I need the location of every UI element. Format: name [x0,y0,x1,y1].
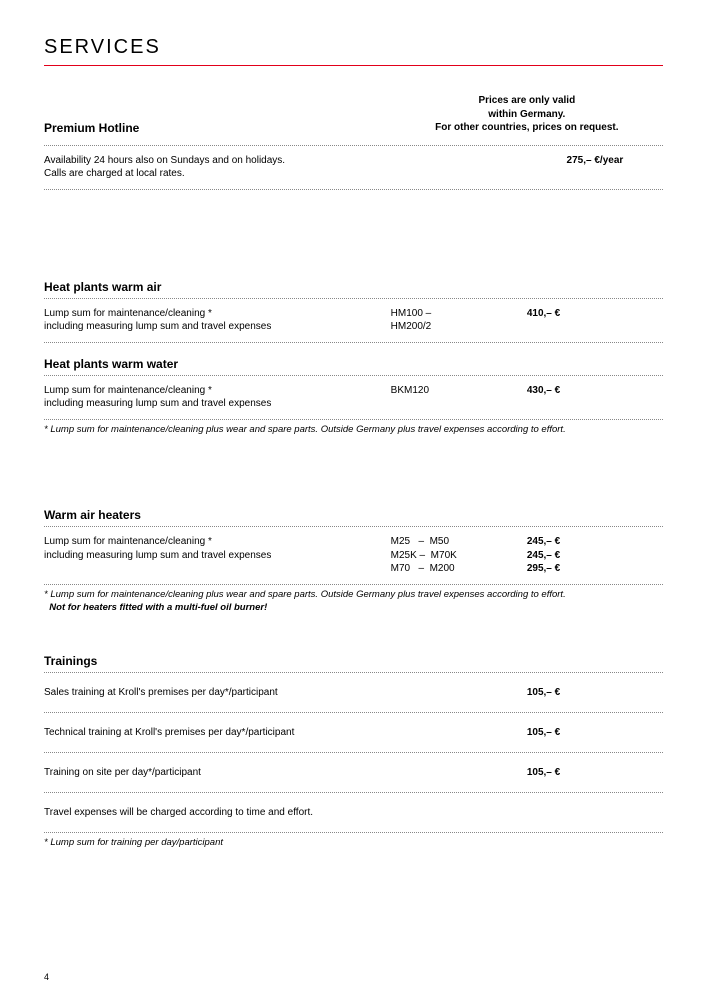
training-price: 105,– € [527,767,663,778]
page-number: 4 [44,972,49,982]
premium-price: 275,– €/year [527,154,663,168]
divider [44,672,663,673]
heat-water-desc: Lump sum for maintenance/cleaning * incl… [44,384,391,411]
heat-air-desc: Lump sum for maintenance/cleaning * incl… [44,307,391,334]
desc-line: Lump sum for maintenance/cleaning * [44,307,391,321]
training-desc: Technical training at Kroll's premises p… [44,727,527,738]
model-line: HM200/2 [391,321,432,332]
training-row: Training on site per day*/participant 10… [44,757,663,788]
divider [44,298,663,299]
desc-line: including measuring lump sum and travel … [44,397,391,411]
note-line: within Germany. [391,108,663,122]
premium-heading: Premium Hotline [44,121,391,135]
title-rule [44,65,663,66]
training-row: Travel expenses will be charged accordin… [44,797,663,828]
desc-line: Availability 24 hours also on Sundays an… [44,154,391,168]
warm-air-row: Lump sum for maintenance/cleaning * incl… [44,531,663,580]
heat-air-model: HM100 – HM200/2 [391,307,527,334]
desc-line: Lump sum for maintenance/cleaning * [44,535,391,549]
warm-air-footnote: * Lump sum for maintenance/cleaning plus… [44,589,663,615]
training-price: 105,– € [527,687,663,698]
training-desc: Travel expenses will be charged accordin… [44,807,527,818]
footnote-bold-line: Not for heaters fitted with a multi-fuel… [49,602,267,613]
desc-line: Lump sum for maintenance/cleaning * [44,384,391,398]
divider [44,145,663,146]
trainings-heading: Trainings [44,654,663,668]
note-line: Prices are only valid [391,94,663,108]
training-price [527,807,663,818]
price-validity-note: Prices are only valid within Germany. Fo… [391,94,663,135]
training-desc: Sales training at Kroll's premises per d… [44,687,527,698]
training-price: 105,– € [527,727,663,738]
divider [44,526,663,527]
heat-air-heading: Heat plants warm air [44,280,663,294]
heat-water-row: Lump sum for maintenance/cleaning * incl… [44,380,663,415]
warm-air-heading: Warm air heaters [44,508,663,522]
heat-footnote: * Lump sum for maintenance/cleaning plus… [44,424,663,437]
model-line: HM100 – [391,308,432,319]
desc-line: including measuring lump sum and travel … [44,320,391,334]
page-title: SERVICES [44,36,663,59]
divider [44,419,663,420]
warm-air-desc: Lump sum for maintenance/cleaning * incl… [44,535,391,562]
training-desc: Training on site per day*/participant [44,767,527,778]
heat-air-row: Lump sum for maintenance/cleaning * incl… [44,303,663,338]
heat-water-model: BKM120 [391,384,527,398]
desc-line: including measuring lump sum and travel … [44,549,391,563]
premium-row: Availability 24 hours also on Sundays an… [44,150,663,185]
training-row: Sales training at Kroll's premises per d… [44,677,663,708]
divider [44,752,663,753]
price-line: 245,– € [527,535,663,549]
model-line: M25K – M70K [391,550,457,561]
desc-line: Calls are charged at local rates. [44,167,391,181]
heat-air-price: 410,– € [527,307,663,321]
divider [44,189,663,190]
premium-header-row: Premium Hotline Prices are only valid wi… [44,94,663,141]
training-row: Technical training at Kroll's premises p… [44,717,663,748]
page: SERVICES Premium Hotline Prices are only… [0,0,707,1000]
divider [44,832,663,833]
divider [44,792,663,793]
divider [44,584,663,585]
price-line: 245,– € [527,549,663,563]
model-line: M25 – M50 [391,536,449,547]
footnote-line: * Lump sum for maintenance/cleaning plus… [44,589,566,600]
divider [44,375,663,376]
premium-desc: Availability 24 hours also on Sundays an… [44,154,391,181]
warm-air-prices: 245,– € 245,– € 295,– € [527,535,663,576]
divider [44,342,663,343]
model-line: M70 – M200 [391,563,455,574]
warm-air-models: M25 – M50 M25K – M70K M70 – M200 [391,535,527,576]
heat-water-heading: Heat plants warm water [44,357,663,371]
heat-water-price: 430,– € [527,384,663,398]
note-line: For other countries, prices on request. [391,121,663,135]
trainings-footnote: * Lump sum for training per day/particip… [44,837,663,850]
price-line: 295,– € [527,562,663,576]
divider [44,712,663,713]
